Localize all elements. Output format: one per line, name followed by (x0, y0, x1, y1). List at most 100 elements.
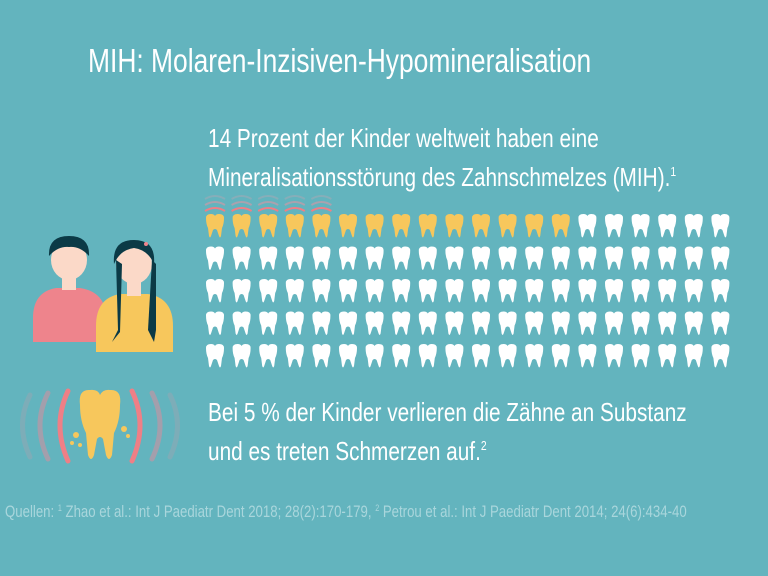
tooth-icon-affected (259, 214, 278, 238)
tooth-icon-healthy (711, 214, 730, 238)
damaged-tooth-icon (70, 389, 130, 459)
tooth-icon-healthy (259, 246, 278, 270)
tooth-icon-healthy (605, 246, 623, 270)
tooth-icon-healthy (206, 279, 224, 303)
tooth-icon-healthy (684, 246, 703, 270)
ref1-text: Zhao et al.: Int J Paediatr Dent 2018; 2… (61, 503, 376, 521)
tooth-icon-affected (392, 214, 411, 238)
tooth-icon-healthy (525, 311, 544, 335)
tooth-icon-healthy (232, 279, 251, 303)
tooth-icon-healthy (525, 344, 544, 368)
stat1-line2-text: Mineralisationsstörung des Zahnschmelzes… (208, 162, 671, 192)
sources-text: Quellen: 1 Zhao et al.: Int J Paediatr D… (5, 503, 687, 522)
tooth-icon-healthy (206, 246, 224, 270)
ref1-mark: 1 (57, 503, 62, 513)
tooth-icon-healthy (418, 311, 437, 335)
tooth-icon-healthy (684, 311, 703, 335)
footnote-1: 1 (670, 164, 677, 179)
tooth-icon-healthy (259, 279, 278, 303)
stat-pain-prevalence: Bei 5 % der Kinder verlieren die Zähne a… (208, 395, 768, 468)
footnote-2: 2 (480, 438, 487, 453)
tooth-icon-healthy (605, 311, 623, 335)
ref2-text: Petrou et al.: Int J Paediatr Dent 2014;… (379, 503, 687, 521)
tooth-icon-healthy (339, 344, 357, 368)
tooth-icon-healthy (259, 344, 278, 368)
tooth-icon-healthy (392, 246, 411, 270)
pain-waves-icon (20, 388, 180, 464)
tooth-icon-healthy (312, 246, 331, 270)
tooth-icon-healthy (232, 344, 251, 368)
tooth-icon-healthy (498, 311, 517, 335)
boy-icon (33, 236, 106, 342)
tooth-icon-healthy (551, 246, 570, 270)
tooth-icon-affected (551, 214, 570, 238)
children-illustration (33, 236, 173, 352)
sources-label: Quellen: (5, 503, 58, 521)
tooth-icon-healthy (684, 214, 703, 238)
tooth-icon-healthy (392, 279, 411, 303)
tooth-icon-healthy (578, 214, 597, 238)
tooth-icon-affected (365, 214, 384, 238)
tooth-icon-healthy (578, 311, 597, 335)
stat2-line1: Bei 5 % der Kinder verlieren die Zähne a… (208, 397, 687, 427)
tooth-icon-healthy (711, 279, 730, 303)
tooth-icon-healthy (365, 246, 384, 270)
stat1-line1: 14 Prozent der Kinder weltweit haben ein… (208, 123, 599, 153)
tooth-icon-healthy (658, 311, 677, 335)
tooth-pictogram (204, 195, 730, 368)
tooth-icon-healthy (445, 279, 464, 303)
tooth-icon-healthy (418, 246, 437, 270)
tooth-icon-healthy (472, 246, 490, 270)
ref2-mark: 2 (375, 503, 380, 513)
tooth-icon-healthy (472, 344, 490, 368)
tooth-icon-healthy (631, 246, 650, 270)
tooth-icon-healthy (285, 246, 304, 270)
tooth-icon-healthy (631, 214, 650, 238)
tooth-icon-healthy (285, 344, 304, 368)
tooth-icon-healthy (365, 344, 384, 368)
stat2-line2-text: und es treten Schmerzen auf. (208, 436, 481, 466)
page-title: MIH: Molaren-Inzisiven-Hypomineralisatio… (88, 42, 717, 80)
tooth-icon-healthy (312, 279, 331, 303)
tooth-icon-healthy (392, 344, 411, 368)
tooth-icon-affected (445, 214, 464, 238)
tooth-icon-healthy (339, 279, 357, 303)
tooth-icon-healthy (472, 311, 490, 335)
tooth-icon-healthy (631, 344, 650, 368)
tooth-icon-healthy (711, 311, 730, 335)
tooth-icon-healthy (658, 279, 677, 303)
tooth-icon-affected (472, 214, 490, 238)
tooth-icon-healthy (498, 246, 517, 270)
tooth-icon-healthy (232, 246, 251, 270)
tooth-icon-healthy (658, 246, 677, 270)
tooth-icon-healthy (658, 344, 677, 368)
tooth-icon-healthy (365, 311, 384, 335)
tooth-icon-healthy (445, 311, 464, 335)
tooth-icon-affected (232, 214, 251, 238)
pain-wave-icon (231, 195, 253, 212)
tooth-icon-healthy (259, 311, 278, 335)
tooth-icon-healthy (631, 311, 650, 335)
title-text: MIH: Molaren-Inzisiven-Hypomineralisatio… (88, 42, 592, 79)
tooth-icon-affected (312, 214, 331, 238)
tooth-icon-healthy (578, 279, 597, 303)
painful-tooth-illustration (20, 388, 180, 464)
tooth-icon-healthy (498, 344, 517, 368)
tooth-icon-healthy (578, 246, 597, 270)
tooth-icon-affected (285, 214, 304, 238)
stat2-line2: und es treten Schmerzen auf.2 (208, 429, 687, 468)
tooth-icon-affected (339, 214, 357, 238)
tooth-icon-healthy (605, 279, 623, 303)
tooth-icon-healthy (551, 279, 570, 303)
tooth-icon-healthy (684, 344, 703, 368)
tooth-icon-healthy (578, 344, 597, 368)
tooth-icon-healthy (445, 246, 464, 270)
tooth-icon-healthy (285, 311, 304, 335)
tooth-icon-healthy (605, 214, 623, 238)
tooth-icon-healthy (658, 214, 677, 238)
tooth-icon-healthy (339, 246, 357, 270)
tooth-icon-healthy (472, 279, 490, 303)
tooth-icon-healthy (365, 279, 384, 303)
tooth-icon-healthy (551, 311, 570, 335)
tooth-icon-healthy (418, 279, 437, 303)
